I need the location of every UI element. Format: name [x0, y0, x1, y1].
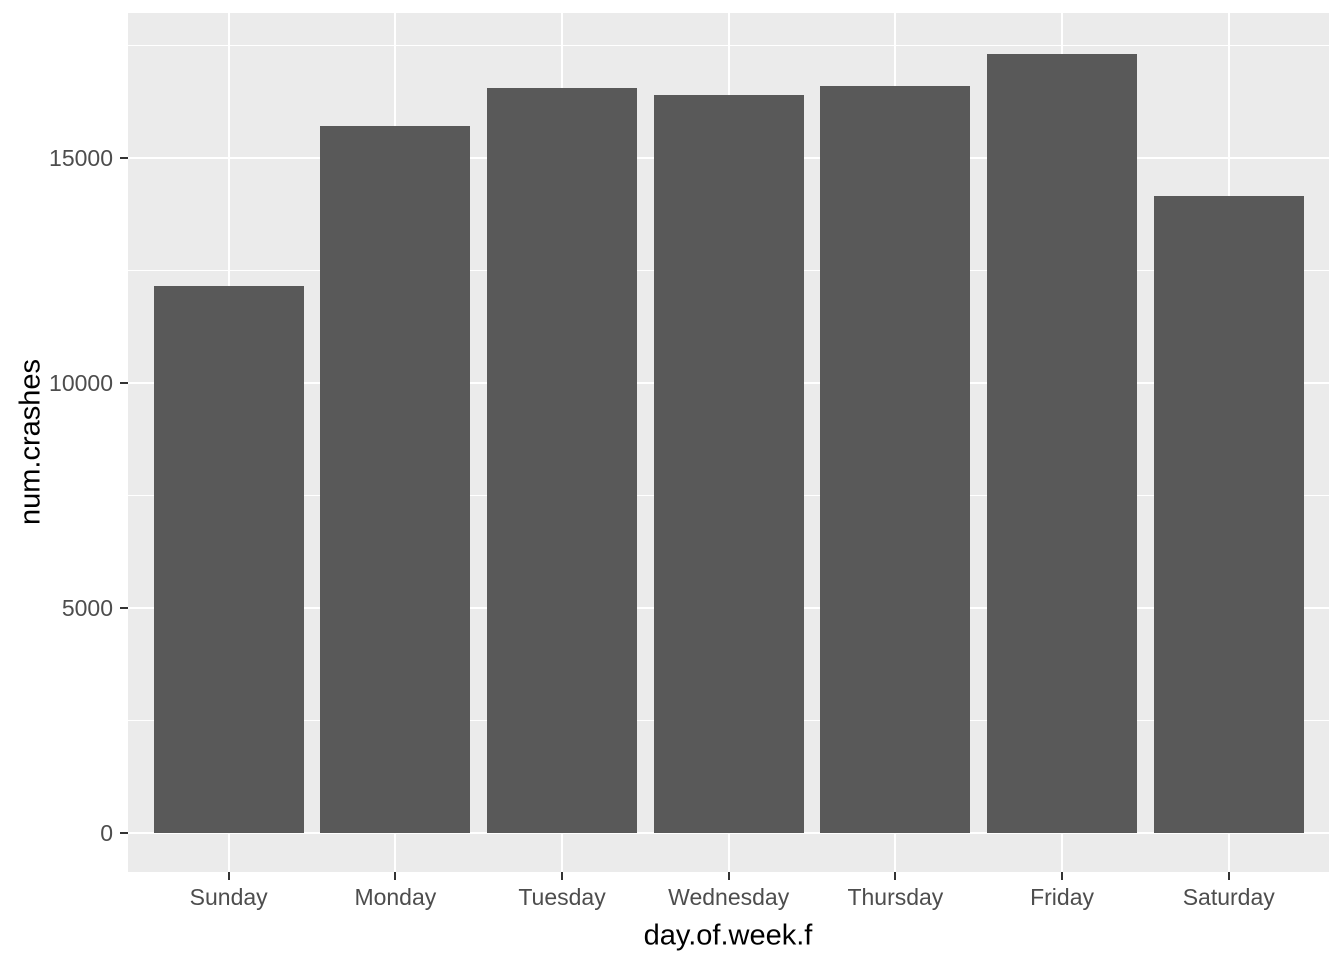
x-tick-mark: [561, 872, 564, 880]
x-tick-label-wednesday: Wednesday: [668, 884, 790, 910]
plot-panel: [128, 13, 1329, 872]
x-tick-label-monday: Monday: [354, 884, 437, 910]
x-tick-mark: [727, 872, 730, 880]
bar-wednesday: [653, 94, 804, 834]
y-tick-label: 5000: [61, 595, 113, 622]
x-tick-label-friday: Friday: [1030, 884, 1094, 910]
bar-friday: [987, 54, 1138, 834]
y-tick-mark: [120, 381, 128, 384]
y-tick-mark: [120, 607, 128, 610]
bar-tuesday: [487, 87, 638, 834]
x-tick-mark: [227, 872, 230, 880]
x-axis-title: day.of.week.f: [643, 919, 813, 952]
y-tick-mark: [120, 832, 128, 835]
x-tick-label-saturday: Saturday: [1182, 884, 1275, 910]
x-tick-mark: [394, 872, 397, 880]
y-tick-label: 10000: [49, 369, 113, 396]
x-tick-mark: [1227, 872, 1230, 880]
y-tick-mark: [120, 156, 128, 159]
x-tick-label-sunday: Sunday: [189, 884, 268, 910]
bar-saturday: [1153, 195, 1304, 834]
y-tick-label: 0: [100, 820, 113, 847]
x-tick-mark: [894, 872, 897, 880]
bar-sunday: [153, 286, 304, 834]
x-tick-label-thursday: Thursday: [847, 884, 944, 910]
x-tick-mark: [1061, 872, 1064, 880]
bar-monday: [320, 126, 471, 834]
bar-thursday: [820, 85, 971, 834]
x-tick-label-tuesday: Tuesday: [518, 884, 606, 910]
y-tick-label: 15000: [49, 144, 113, 171]
